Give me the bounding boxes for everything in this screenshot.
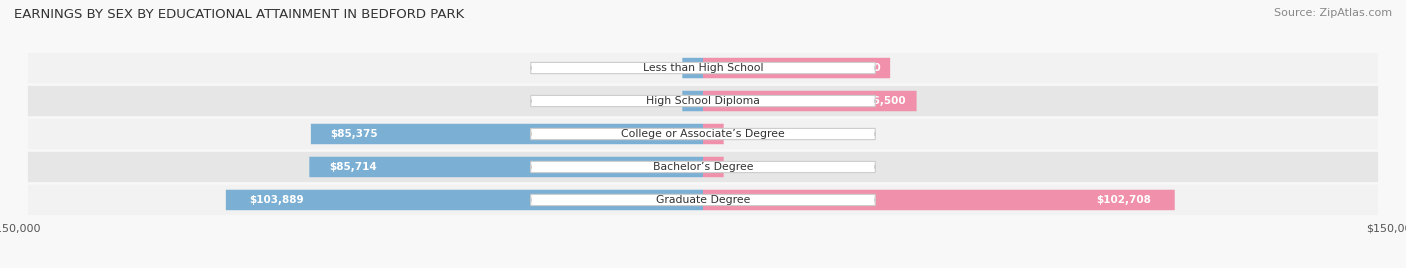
FancyBboxPatch shape — [28, 152, 1378, 182]
FancyBboxPatch shape — [28, 53, 1378, 83]
Text: $40,750: $40,750 — [832, 63, 880, 73]
FancyBboxPatch shape — [531, 194, 875, 206]
Text: Bachelor’s Degree: Bachelor’s Degree — [652, 162, 754, 172]
Text: $0: $0 — [731, 162, 744, 172]
Text: High School Diploma: High School Diploma — [647, 96, 759, 106]
Text: $103,889: $103,889 — [250, 195, 304, 205]
FancyBboxPatch shape — [531, 161, 875, 173]
Text: EARNINGS BY SEX BY EDUCATIONAL ATTAINMENT IN BEDFORD PARK: EARNINGS BY SEX BY EDUCATIONAL ATTAINMEN… — [14, 8, 464, 21]
FancyBboxPatch shape — [703, 58, 890, 78]
FancyBboxPatch shape — [703, 157, 724, 177]
Text: $102,708: $102,708 — [1097, 195, 1152, 205]
FancyBboxPatch shape — [531, 62, 875, 74]
FancyBboxPatch shape — [703, 91, 917, 111]
FancyBboxPatch shape — [28, 119, 1378, 149]
FancyBboxPatch shape — [531, 95, 875, 107]
Text: College or Associate’s Degree: College or Associate’s Degree — [621, 129, 785, 139]
Text: $46,500: $46,500 — [858, 96, 905, 106]
Text: $85,714: $85,714 — [329, 162, 377, 172]
FancyBboxPatch shape — [309, 157, 703, 177]
FancyBboxPatch shape — [703, 190, 1175, 210]
FancyBboxPatch shape — [28, 86, 1378, 116]
Text: Source: ZipAtlas.com: Source: ZipAtlas.com — [1274, 8, 1392, 18]
FancyBboxPatch shape — [703, 124, 724, 144]
Text: Less than High School: Less than High School — [643, 63, 763, 73]
FancyBboxPatch shape — [28, 185, 1378, 215]
Text: $85,375: $85,375 — [330, 129, 378, 139]
Text: $0: $0 — [731, 129, 744, 139]
FancyBboxPatch shape — [311, 124, 703, 144]
FancyBboxPatch shape — [682, 91, 703, 111]
FancyBboxPatch shape — [226, 190, 703, 210]
FancyBboxPatch shape — [682, 58, 703, 78]
Text: $0: $0 — [662, 96, 675, 106]
Text: Graduate Degree: Graduate Degree — [655, 195, 751, 205]
FancyBboxPatch shape — [531, 128, 875, 140]
Text: $0: $0 — [662, 63, 675, 73]
